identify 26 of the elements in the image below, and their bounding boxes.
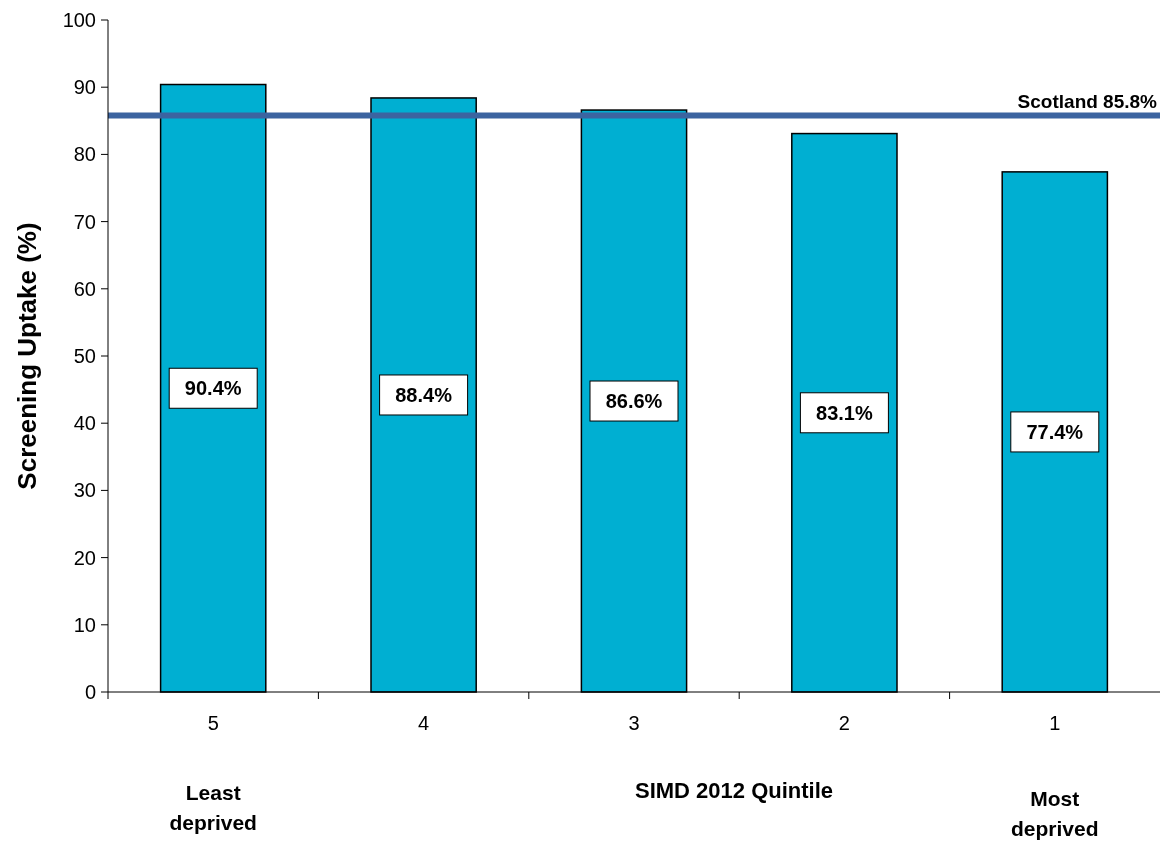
x-tick-label: 3 [628,712,640,734]
y-tick-label: 60 [73,277,96,300]
y-tick-label: 40 [73,412,96,435]
y-tick-label: 90 [73,76,96,99]
x-axis-title: SIMD 2012 Quintile [634,778,834,803]
y-tick-label: 100 [62,9,96,31]
x-tick-label: 1 [1049,712,1061,734]
data-label: 88.4% [395,383,453,406]
data-label: 86.6% [605,390,663,413]
y-tick-label: 20 [73,546,96,569]
text: Least deprived [169,781,257,834]
y-tick-label: 70 [73,210,96,233]
x-tick-label: 2 [838,712,850,734]
y-tick-label: 30 [73,479,96,502]
ref-line-label: Scotland 85.8% [1017,91,1158,113]
x-tick-label: 5 [207,712,219,734]
y-axis-title: Screening Uptake (%) [12,222,42,490]
x-tick-label: 4 [418,712,430,734]
text: Most deprived [1011,787,1099,840]
y-tick-label: 80 [73,143,96,166]
y-tick-label: 50 [73,345,96,367]
data-label: 90.4% [184,377,242,400]
y-tick-label: 0 [84,681,96,703]
data-label: 83.1% [816,401,873,424]
data-label: 77.4% [1026,420,1084,443]
y-tick-label: 10 [73,613,96,636]
